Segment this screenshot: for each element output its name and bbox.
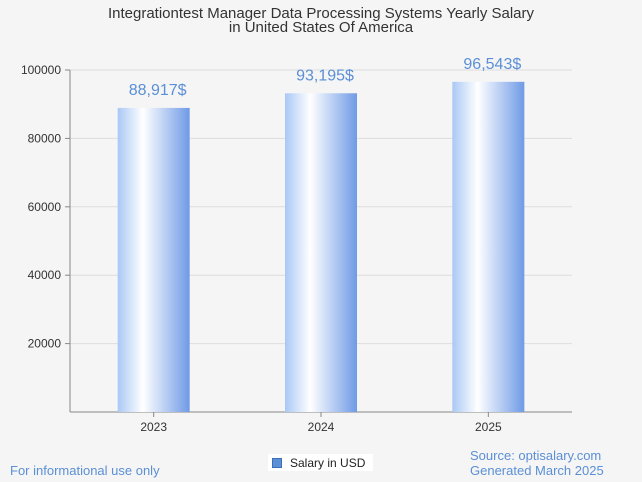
y-tick-label-40000: 40000 [28, 268, 62, 282]
legend-label: Salary in USD [290, 455, 366, 470]
x-tick-label-2023: 2023 [140, 420, 167, 434]
y-tick-label-20000: 20000 [28, 337, 62, 351]
bars [117, 81, 525, 412]
x-tick-label-2025: 2025 [475, 420, 502, 434]
legend-swatch [272, 457, 282, 468]
chart-title: Integrationtest Manager Data Processing … [107, 5, 535, 22]
data-label-2023: 88,917$ [129, 82, 187, 99]
bar-2023 [117, 107, 190, 412]
x-tick-label-2024: 2024 [308, 420, 335, 434]
labels: 2023 88,917$ 2024 93,195$ 2025 96,543$ [129, 56, 522, 434]
chart-subtitle: in United States Of America [228, 19, 414, 36]
y-tick-label-60000: 60000 [28, 200, 62, 214]
bar-2024 [285, 93, 357, 412]
source-text: Source: optisalary.com [470, 448, 602, 463]
data-label-2024: 93,195$ [296, 67, 354, 84]
data-label-2025: 96,543$ [463, 56, 521, 73]
generated-text: Generated March 2025 [470, 463, 604, 478]
y-tick-label-80000: 80000 [28, 131, 62, 145]
y-tick-label-100000: 100000 [21, 63, 61, 77]
legend[interactable]: Salary in USD [268, 454, 374, 471]
bar-2025 [452, 81, 525, 412]
disclaimer-text: For informational use only [10, 463, 160, 478]
